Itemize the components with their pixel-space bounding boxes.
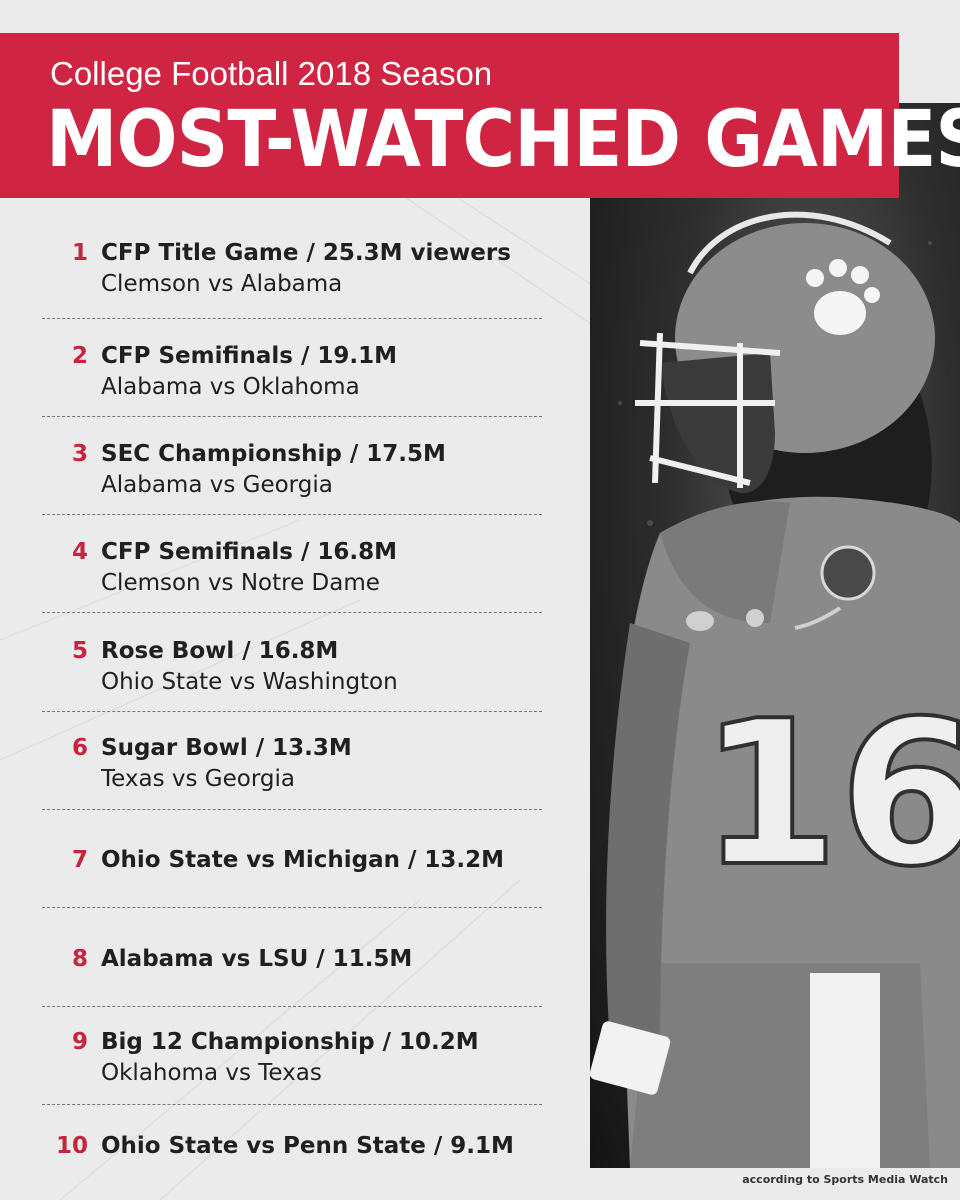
game-title: CFP Semifinals / 16.8M <box>101 539 398 565</box>
rank-number: 10 <box>55 1133 88 1159</box>
rank-number: 7 <box>71 847 88 873</box>
game-matchup: Texas vs Georgia <box>101 766 295 792</box>
games-list: 1 CFP Title Game / 25.3M viewers Clemson… <box>42 240 542 1159</box>
game-title: SEC Championship / 17.5M <box>101 441 446 467</box>
game-title: Ohio State vs Michigan / 13.2M <box>101 847 505 873</box>
game-title: Rose Bowl / 16.8M <box>101 638 339 664</box>
divider <box>42 1006 542 1007</box>
game-matchup: Clemson vs Notre Dame <box>101 570 380 596</box>
game-title: CFP Title Game / 25.3M viewers <box>101 240 511 266</box>
game-matchup: Ohio State vs Washington <box>101 669 398 695</box>
divider <box>42 514 542 515</box>
divider <box>42 711 542 712</box>
rank-number: 1 <box>71 240 88 266</box>
game-title: Ohio State vs Penn State / 9.1M <box>101 1133 514 1159</box>
jersey-number: 16 <box>700 678 960 911</box>
divider <box>42 416 542 417</box>
header-title: MOST-WATCHED GAMES <box>46 95 960 185</box>
rank-number: 9 <box>71 1029 88 1055</box>
game-matchup: Alabama vs Oklahoma <box>101 374 360 400</box>
source-credit: according to Sports Media Watch <box>742 1173 948 1186</box>
game-matchup: Oklahoma vs Texas <box>101 1060 322 1086</box>
rank-number: 8 <box>71 946 88 972</box>
game-title: Sugar Bowl / 13.3M <box>101 735 352 761</box>
game-matchup: Clemson vs Alabama <box>101 271 343 297</box>
rank-number: 3 <box>71 441 88 467</box>
rank-number: 5 <box>71 638 88 664</box>
divider <box>42 907 542 908</box>
divider <box>42 318 542 319</box>
game-title: CFP Semifinals / 19.1M <box>101 343 398 369</box>
divider <box>42 809 542 810</box>
divider <box>42 1104 542 1105</box>
divider <box>42 612 542 613</box>
game-title: Alabama vs LSU / 11.5M <box>101 946 413 972</box>
rank-number: 4 <box>71 539 88 565</box>
rank-number: 6 <box>71 735 88 761</box>
game-matchup: Alabama vs Georgia <box>101 472 333 498</box>
rank-number: 2 <box>71 343 88 369</box>
header-banner <box>0 33 899 198</box>
player-photo: 16 <box>590 103 960 1168</box>
header-subtitle: College Football 2018 Season <box>50 55 493 92</box>
game-title: Big 12 Championship / 10.2M <box>101 1029 479 1055</box>
